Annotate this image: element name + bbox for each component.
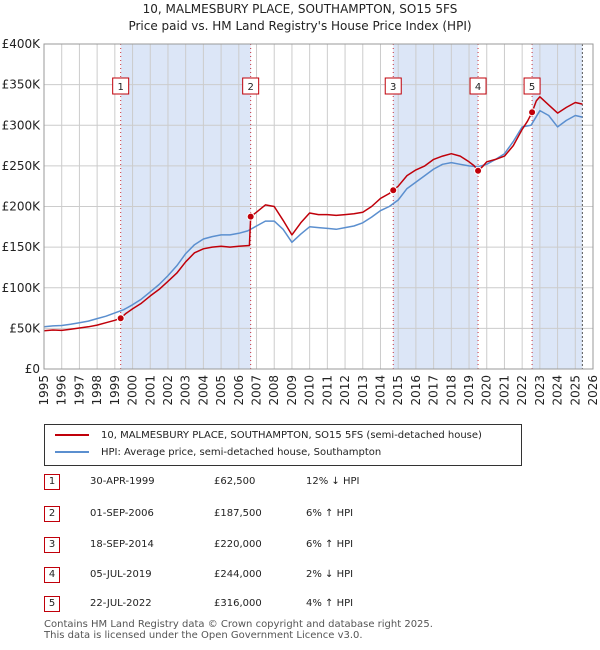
x-tick-label: 1997	[72, 375, 86, 406]
x-tick-label: 1999	[108, 375, 122, 406]
legend: 10, MALMESBURY PLACE, SOUTHAMPTON, SO15 …	[44, 424, 522, 466]
footer: Contains HM Land Registry data © Crown c…	[44, 619, 433, 641]
transaction-marker-box	[384, 77, 402, 95]
legend-swatch-price	[55, 434, 89, 436]
legend-item-price: 10, MALMESBURY PLACE, SOUTHAMPTON, SO15 …	[55, 430, 482, 441]
x-tick-label: 2008	[267, 375, 281, 406]
transaction-marker-label: 3	[390, 82, 396, 93]
x-tick-label: 2019	[462, 375, 476, 406]
transaction-point	[389, 186, 398, 195]
price-chart: 10, MALMESBURY PLACE, SOUTHAMPTON, SO15 …	[2, 2, 600, 406]
transaction-price: £187,500	[214, 508, 262, 519]
x-tick-label: 2025	[568, 375, 582, 406]
x-tick-label: 2010	[303, 375, 317, 406]
transaction-marker: 3	[44, 537, 60, 553]
footer-licence: This data is licensed under the Open Gov…	[44, 630, 363, 641]
transaction-marker: 1	[44, 474, 60, 490]
x-tick-label: 2007	[250, 375, 264, 406]
legend-item-hpi: HPI: Average price, semi-detached house,…	[55, 447, 381, 458]
y-tick-label: £300K	[2, 118, 42, 132]
x-tick-label: 2015	[391, 375, 405, 406]
transaction-marker-box	[112, 77, 130, 95]
x-tick-label: 2001	[143, 375, 157, 406]
x-tick-label: 2006	[232, 375, 246, 406]
x-tick-label: 2023	[533, 375, 547, 406]
transaction-date: 30-APR-1999	[90, 476, 155, 487]
transaction-marker: 2	[44, 506, 60, 522]
transaction-point	[116, 314, 125, 323]
x-tick-label: 2009	[285, 375, 299, 406]
transaction-point	[246, 212, 255, 221]
x-tick-label: 2026	[586, 375, 600, 406]
x-tick-label: 2022	[515, 375, 529, 406]
x-tick-label: 2013	[356, 375, 370, 406]
y-tick-label: £100K	[2, 281, 42, 295]
y-tick-label: £200K	[2, 200, 42, 214]
x-tick-label: 1998	[90, 375, 104, 406]
x-tick-label: 2016	[409, 375, 423, 406]
x-tick-label: 2011	[320, 375, 334, 406]
y-tick-label: £150K	[2, 240, 42, 254]
x-tick-label: 2021	[497, 375, 511, 406]
transaction-date: 18-SEP-2014	[90, 539, 154, 550]
transaction-row: 5 22-JUL-2022 £316,000 4% ↑ HPI	[44, 596, 544, 614]
legend-label-price: 10, MALMESBURY PLACE, SOUTHAMPTON, SO15 …	[101, 430, 482, 441]
transaction-price: £62,500	[214, 476, 256, 487]
legend-label-hpi: HPI: Average price, semi-detached house,…	[101, 447, 382, 458]
transaction-hpi: 4% ↑ HPI	[306, 598, 354, 609]
transaction-point	[474, 166, 483, 175]
transaction-marker: 5	[44, 596, 60, 612]
x-tick-label: 2012	[338, 375, 352, 406]
transaction-hpi: 6% ↑ HPI	[306, 508, 354, 519]
x-tick-label: 2004	[196, 375, 210, 406]
transaction-price: £244,000	[214, 569, 262, 580]
transaction-date: 22-JUL-2022	[90, 598, 152, 609]
x-tick-label: 1995	[37, 375, 51, 406]
transaction-row: 4 05-JUL-2019 £244,000 2% ↓ HPI	[44, 567, 544, 585]
x-tick-label: 2000	[126, 375, 140, 406]
chart-subtitle: Price paid vs. HM Land Registry's House …	[128, 19, 471, 33]
y-tick-label: £400K	[2, 37, 42, 51]
transaction-marker-label: 5	[529, 82, 535, 93]
x-tick-label: 2017	[427, 375, 441, 406]
y-tick-label: £250K	[2, 159, 42, 173]
transaction-price: £220,000	[214, 539, 262, 550]
transaction-date: 05-JUL-2019	[90, 569, 152, 580]
x-tick-label: 2005	[214, 375, 228, 406]
transaction-date: 01-SEP-2006	[90, 508, 154, 519]
transaction-marker-box	[469, 77, 487, 95]
y-tick-label: £350K	[2, 78, 42, 92]
transaction-marker-label: 1	[117, 82, 123, 93]
legend-swatch-hpi	[55, 451, 89, 453]
x-tick-label: 2003	[179, 375, 193, 406]
transaction-marker-box	[523, 77, 541, 95]
transaction-hpi: 6% ↑ HPI	[306, 539, 354, 550]
transaction-marker-label: 2	[247, 82, 253, 93]
x-tick-label: 2002	[161, 375, 175, 406]
transaction-hpi: 12% ↓ HPI	[306, 476, 360, 487]
transaction-point	[528, 108, 537, 117]
transaction-marker-box	[242, 77, 260, 95]
y-tick-label: £50K	[9, 321, 41, 335]
footer-copyright: Contains HM Land Registry data © Crown c…	[44, 619, 433, 630]
transaction-row: 1 30-APR-1999 £62,500 12% ↓ HPI	[44, 474, 544, 492]
transaction-row: 2 01-SEP-2006 £187,500 6% ↑ HPI	[44, 506, 544, 524]
price-paid-line	[43, 96, 583, 332]
x-tick-label: 2024	[551, 375, 565, 406]
transaction-row: 3 18-SEP-2014 £220,000 6% ↑ HPI	[44, 537, 544, 555]
x-tick-label: 2018	[444, 375, 458, 406]
chart-title: 10, MALMESBURY PLACE, SOUTHAMPTON, SO15 …	[143, 2, 458, 16]
transaction-marker: 4	[44, 567, 60, 583]
transaction-marker-label: 4	[475, 82, 481, 93]
plot-frame	[43, 43, 594, 370]
y-tick-label: £0	[25, 362, 40, 376]
transaction-price: £316,000	[214, 598, 262, 609]
transaction-hpi: 2% ↓ HPI	[306, 569, 354, 580]
x-tick-label: 2020	[480, 375, 494, 406]
x-tick-label: 1996	[55, 375, 69, 406]
x-tick-label: 2014	[373, 375, 387, 406]
